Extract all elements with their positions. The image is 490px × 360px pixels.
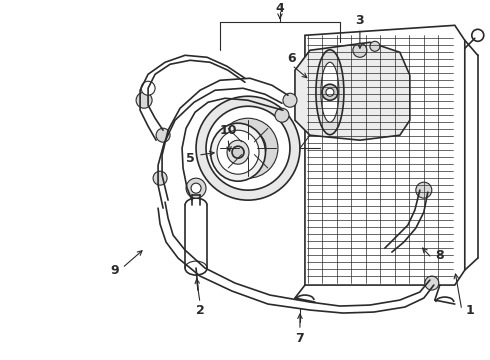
Circle shape — [136, 92, 152, 108]
Ellipse shape — [211, 123, 266, 181]
Text: 1: 1 — [466, 303, 474, 316]
Text: 8: 8 — [436, 249, 444, 262]
Circle shape — [416, 182, 432, 198]
Ellipse shape — [316, 50, 344, 135]
Text: 4: 4 — [275, 2, 284, 15]
Circle shape — [156, 128, 170, 142]
Circle shape — [196, 96, 300, 200]
Circle shape — [230, 130, 266, 166]
Circle shape — [141, 81, 155, 95]
Text: 9: 9 — [111, 264, 120, 276]
Text: 2: 2 — [196, 303, 204, 316]
Circle shape — [240, 140, 256, 156]
Circle shape — [186, 178, 206, 198]
Circle shape — [191, 183, 201, 193]
Circle shape — [472, 29, 484, 41]
Text: 7: 7 — [295, 332, 304, 345]
Circle shape — [206, 106, 290, 190]
Circle shape — [326, 88, 334, 96]
Text: 10: 10 — [219, 124, 237, 137]
Circle shape — [370, 41, 380, 51]
Circle shape — [425, 276, 439, 290]
Text: 5: 5 — [186, 152, 195, 165]
Circle shape — [218, 118, 278, 178]
Circle shape — [353, 43, 367, 57]
Circle shape — [322, 84, 338, 100]
Polygon shape — [305, 25, 465, 285]
Ellipse shape — [217, 130, 259, 174]
Text: 3: 3 — [356, 14, 364, 27]
Ellipse shape — [321, 62, 339, 122]
Text: 6: 6 — [288, 52, 296, 65]
Circle shape — [275, 108, 289, 122]
Circle shape — [232, 146, 244, 158]
Circle shape — [283, 93, 297, 107]
Circle shape — [153, 171, 167, 185]
Polygon shape — [295, 42, 410, 140]
Ellipse shape — [227, 140, 249, 164]
